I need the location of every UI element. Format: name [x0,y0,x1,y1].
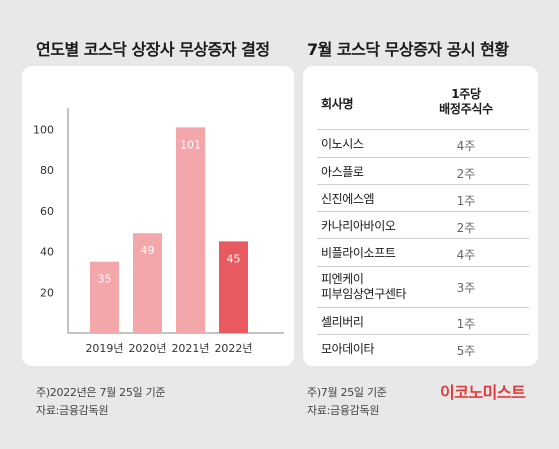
x-tick-label: 2019년 [85,342,123,355]
company-name-line: 아스플로 [321,165,364,179]
header-ratio: 1주당 배정주식수 [436,87,496,117]
bar-chart: 20 40 60 80 100 35 2019년 49 2020년 101 2021년 45 2022년 [33,108,284,355]
company-name: 이노시스 [321,137,364,152]
table-row: 카나리아바이오 2주 [317,211,529,238]
table-row: 셀리버리 1주 [317,307,529,334]
company-name-line: 비플라이소프트 [321,246,396,260]
publisher-logo: 이코노미스트 [440,383,526,402]
x-tick-label: 2022년 [214,342,252,355]
company-name-line: 셀리버리 [321,315,364,329]
company-name: 피엔케이 피부임상연구센타 [321,272,407,302]
share-ratio: 2주 [456,167,476,181]
table-footnote: 주)7월 25일 기준 [307,386,387,399]
table-row: 피엔케이 피부임상연구센타 3주 [317,266,529,307]
chart-title: 연도별 코스닥 상장사 무상증자 결정 [36,40,270,59]
y-tick-label: 40 [40,246,54,259]
share-ratio: 2주 [456,221,476,235]
table-row: 비플라이소프트 4주 [317,238,529,266]
company-name: 신진에스엠 [321,192,375,207]
share-ratio: 4주 [456,248,476,262]
table-row: 아스플로 2주 [317,157,529,184]
company-name-line: 피부임상연구센타 [321,287,407,301]
company-name-line: 이노시스 [321,137,364,151]
y-tick-label: 80 [40,164,54,177]
x-tick-label: 2021년 [171,342,209,355]
x-tick-label: 2020년 [128,342,166,355]
chart-panel: 20 40 60 80 100 35 2019년 49 2020년 101 2021년 45 2022년 [22,66,294,366]
share-ratio: 5주 [456,344,476,358]
share-ratio: 4주 [456,139,476,153]
share-ratio: 1주 [456,194,476,208]
chart-source: 자료:금융감독원 [36,404,109,417]
data-label: 35 [98,273,112,286]
chart-footnote: 주)2022년은 7월 25일 기준 [36,386,166,399]
share-ratio: 1주 [456,317,476,331]
table-source: 자료:금융감독원 [307,404,380,417]
bar-2022년 [219,241,248,333]
table-row: 모아데이타 5주 [317,334,529,361]
bar-2021년 [176,127,205,333]
header-ratio-line2: 배정주식수 [439,102,493,116]
company-name: 셀리버리 [321,315,364,330]
y-tick-label: 100 [33,123,54,136]
data-label: 45 [227,252,241,265]
data-label: 49 [141,244,155,257]
table-row: 신진에스엠 1주 [317,184,529,211]
data-label: 101 [180,138,201,151]
company-name-line: 모아데이타 [321,342,375,356]
header-ratio-line1: 1주당 [451,87,481,101]
company-name: 모아데이타 [321,342,375,357]
table-panel: 회사명 1주당 배정주식수 이노시스 4주 아스플로 2주 신진에스엠 1주 카나리아바이오… [303,66,538,366]
bar-2019년 [90,261,119,333]
y-tick-label: 60 [40,205,54,218]
company-name-line: 신진에스엠 [321,192,375,206]
company-name-line: 카나리아바이오 [321,219,396,233]
company-name: 비플라이소프트 [321,246,396,261]
company-name: 카나리아바이오 [321,219,396,234]
y-tick-label: 20 [40,286,54,299]
table-title: 7월 코스닥 무상증자 공시 현황 [307,40,509,59]
company-name-line: 피엔케이 [321,272,364,286]
bar-2020년 [133,233,162,333]
table-row: 이노시스 4주 [317,129,529,157]
header-company: 회사명 [321,97,354,111]
company-name: 아스플로 [321,165,364,180]
share-ratio: 3주 [456,281,476,295]
